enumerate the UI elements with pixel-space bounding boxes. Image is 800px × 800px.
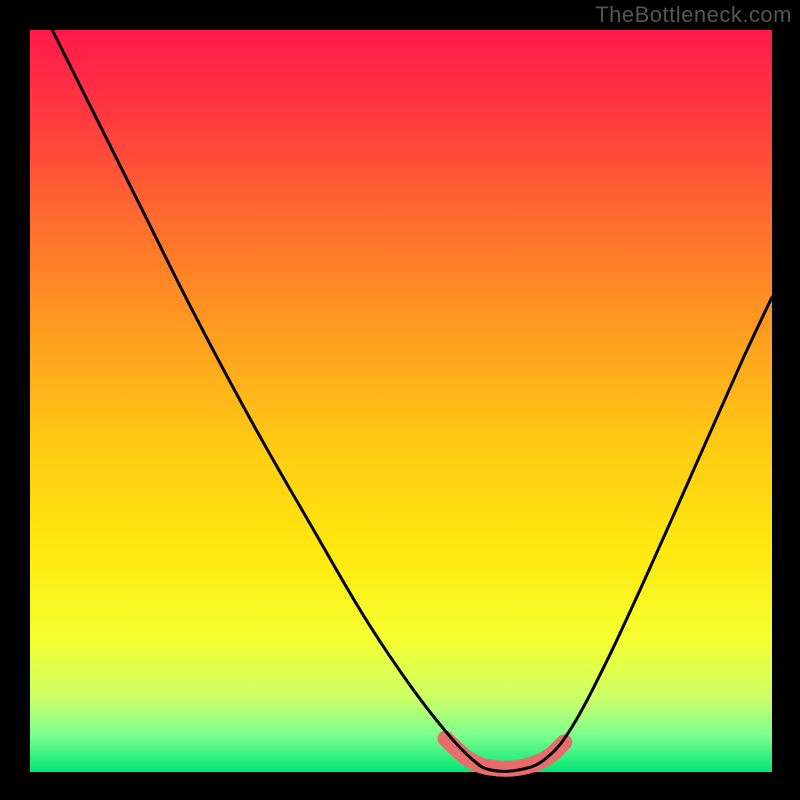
plot-background (30, 30, 772, 772)
chart-svg (0, 0, 800, 800)
chart-canvas: TheBottleneck.com (0, 0, 800, 800)
watermark-text: TheBottleneck.com (595, 2, 792, 28)
